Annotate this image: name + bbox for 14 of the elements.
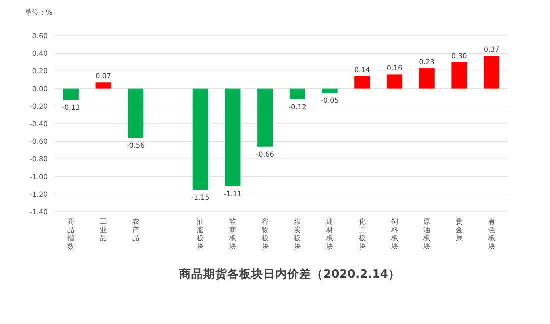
bar xyxy=(192,88,208,190)
bar xyxy=(452,62,468,89)
bar xyxy=(128,88,144,138)
bar xyxy=(225,88,241,186)
bar xyxy=(322,88,338,94)
bar xyxy=(354,76,370,89)
bar xyxy=(386,74,403,89)
bar xyxy=(419,68,435,89)
bar xyxy=(63,88,79,100)
bar xyxy=(96,82,112,89)
bar xyxy=(258,88,274,147)
text: 商品期货各板块日内价差（2020.2.14） xyxy=(178,267,400,281)
bar xyxy=(290,88,306,100)
bar xyxy=(484,56,500,89)
